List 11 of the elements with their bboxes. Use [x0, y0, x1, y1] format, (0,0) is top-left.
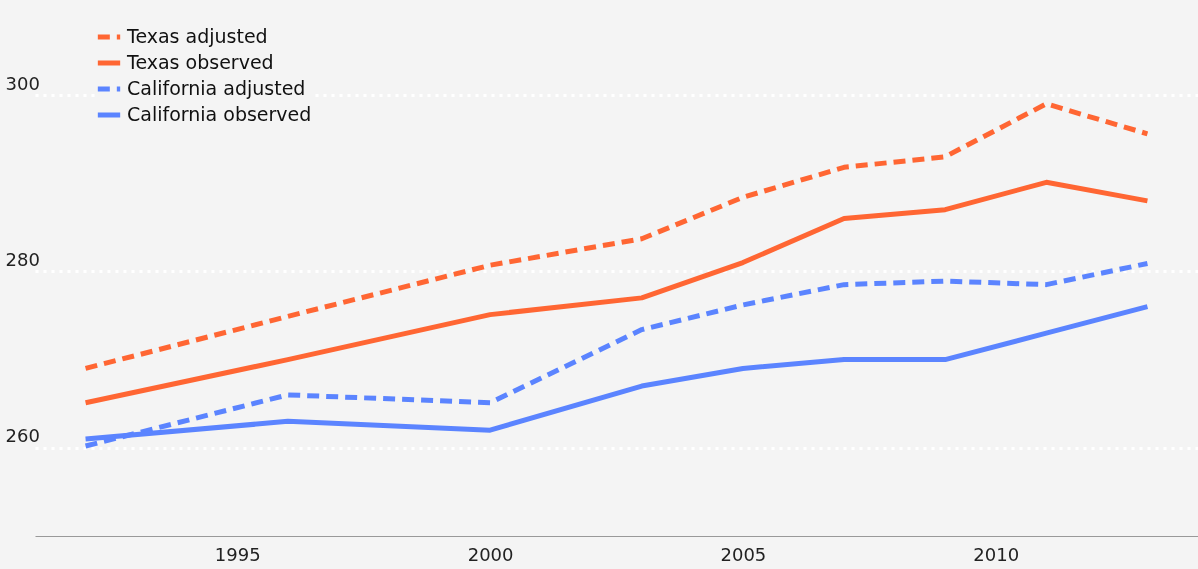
legend-label: California adjusted [127, 77, 306, 99]
x-tick-label: 2005 [720, 543, 767, 565]
legend-label: Texas observed [126, 51, 274, 73]
x-tick-label: 1995 [214, 543, 261, 565]
x-tick-label: 2000 [467, 543, 514, 565]
y-tick-label: 300 [5, 72, 40, 94]
x-tick-label: 2010 [973, 543, 1020, 565]
y-tick-label: 280 [5, 248, 40, 270]
y-tick-label: 260 [5, 425, 40, 447]
legend-label: California observed [127, 103, 312, 125]
legend-label: Texas adjusted [126, 25, 268, 47]
